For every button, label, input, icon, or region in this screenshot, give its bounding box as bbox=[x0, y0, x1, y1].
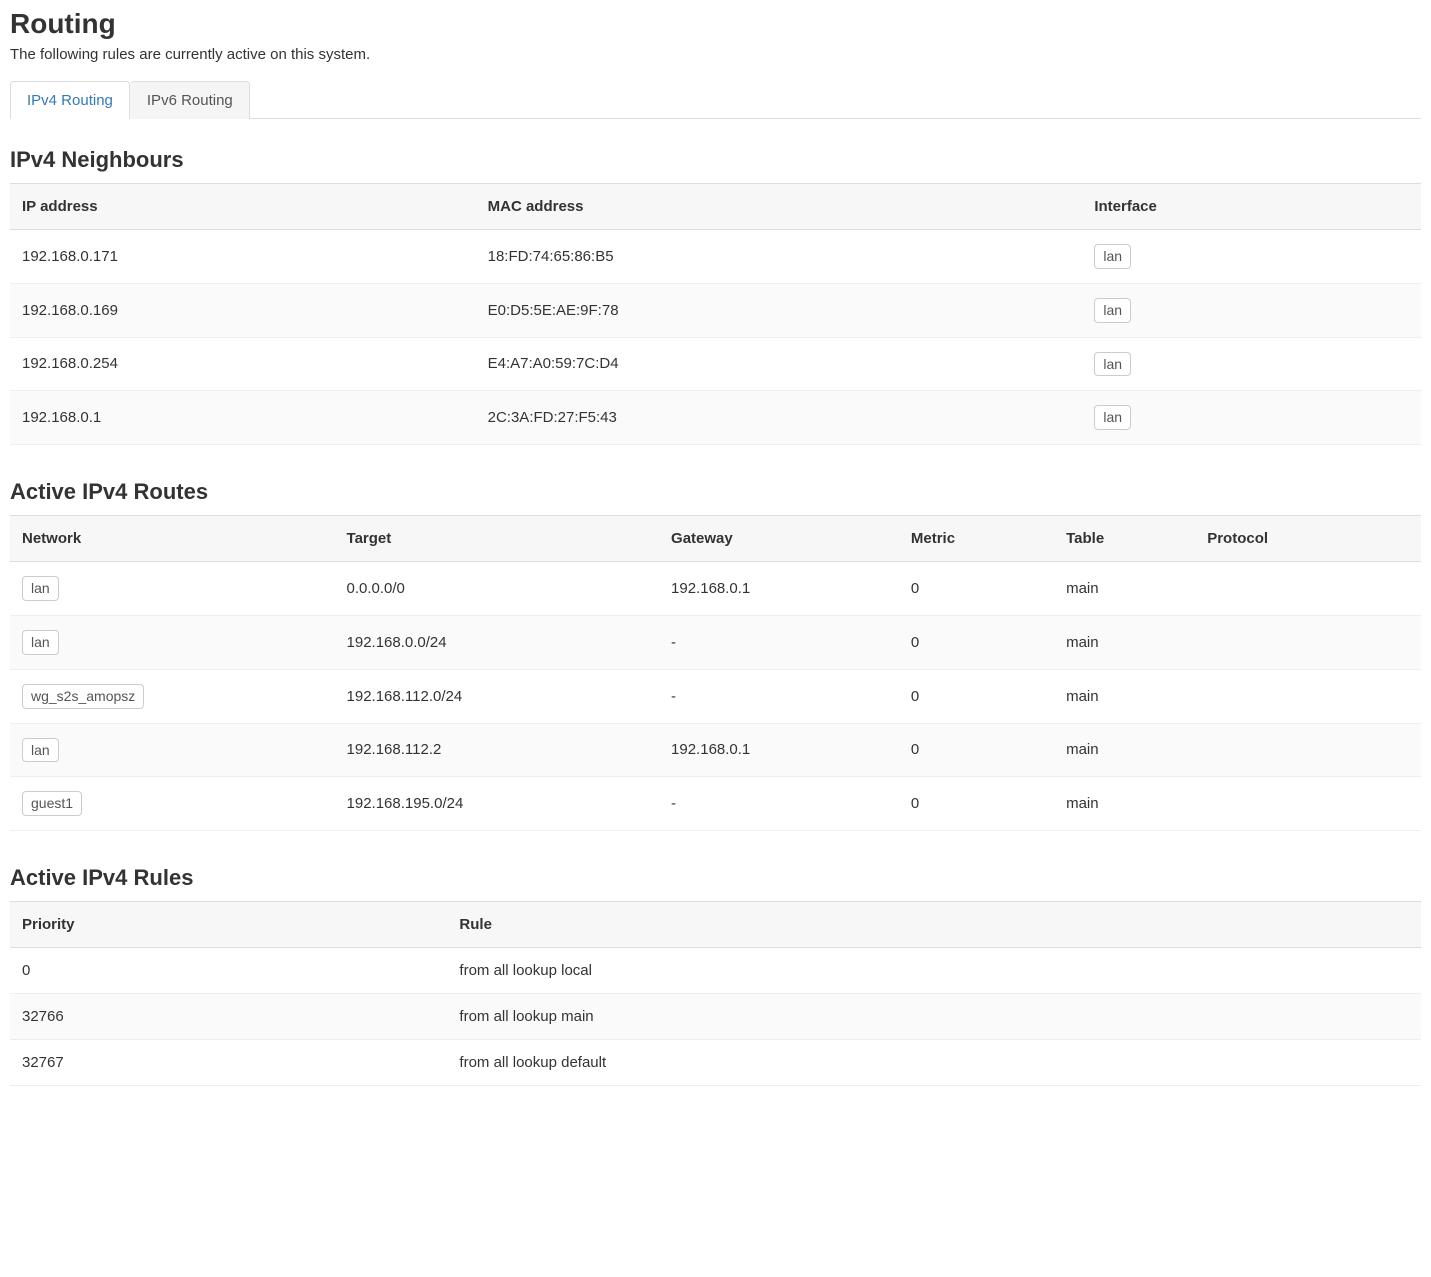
cell-target: 0.0.0.0/0 bbox=[335, 562, 660, 616]
cell-network: lan bbox=[10, 723, 335, 777]
neighbours-title: IPv4 Neighbours bbox=[10, 147, 1421, 173]
col-rule: Rule bbox=[447, 902, 1421, 948]
cell-rule: from all lookup default bbox=[447, 1040, 1421, 1086]
cell-network: lan bbox=[10, 615, 335, 669]
cell-protocol bbox=[1195, 562, 1421, 616]
cell-table: main bbox=[1054, 562, 1195, 616]
cell-priority: 32767 bbox=[10, 1040, 447, 1086]
cell-gateway: - bbox=[659, 669, 899, 723]
cell-mac: 18:FD:74:65:86:B5 bbox=[476, 230, 1083, 284]
cell-target: 192.168.0.0/24 bbox=[335, 615, 660, 669]
interface-badge[interactable]: lan bbox=[1094, 244, 1131, 269]
cell-rule: from all lookup main bbox=[447, 994, 1421, 1040]
network-badge[interactable]: lan bbox=[22, 576, 59, 601]
cell-interface: lan bbox=[1082, 337, 1421, 391]
routes-title: Active IPv4 Routes bbox=[10, 479, 1421, 505]
cell-ip: 192.168.0.1 bbox=[10, 391, 476, 445]
table-row: 0from all lookup local bbox=[10, 948, 1421, 994]
cell-gateway: - bbox=[659, 777, 899, 831]
cell-priority: 0 bbox=[10, 948, 447, 994]
network-badge[interactable]: lan bbox=[22, 738, 59, 763]
cell-interface: lan bbox=[1082, 230, 1421, 284]
routes-table: Network Target Gateway Metric Table Prot… bbox=[10, 515, 1421, 831]
col-gateway: Gateway bbox=[659, 516, 899, 562]
col-table: Table bbox=[1054, 516, 1195, 562]
page-title: Routing bbox=[10, 8, 1421, 40]
cell-mac: 2C:3A:FD:27:F5:43 bbox=[476, 391, 1083, 445]
interface-badge[interactable]: lan bbox=[1094, 405, 1131, 430]
table-row: 192.168.0.12C:3A:FD:27:F5:43 lan bbox=[10, 391, 1421, 445]
table-row: lan 192.168.112.2192.168.0.10main bbox=[10, 723, 1421, 777]
col-priority: Priority bbox=[10, 902, 447, 948]
col-metric: Metric bbox=[899, 516, 1054, 562]
page-description: The following rules are currently active… bbox=[10, 46, 1421, 63]
cell-mac: E0:D5:5E:AE:9F:78 bbox=[476, 283, 1083, 337]
cell-protocol bbox=[1195, 723, 1421, 777]
cell-gateway: 192.168.0.1 bbox=[659, 723, 899, 777]
interface-badge[interactable]: lan bbox=[1094, 352, 1131, 377]
table-row: wg_s2s_amopsz 192.168.112.0/24-0main bbox=[10, 669, 1421, 723]
col-interface: Interface bbox=[1082, 184, 1421, 230]
cell-ip: 192.168.0.171 bbox=[10, 230, 476, 284]
network-badge[interactable]: guest1 bbox=[22, 791, 82, 816]
cell-table: main bbox=[1054, 777, 1195, 831]
table-row: 32766from all lookup main bbox=[10, 994, 1421, 1040]
cell-metric: 0 bbox=[899, 562, 1054, 616]
rules-title: Active IPv4 Rules bbox=[10, 865, 1421, 891]
interface-badge[interactable]: lan bbox=[1094, 298, 1131, 323]
cell-target: 192.168.112.2 bbox=[335, 723, 660, 777]
network-badge[interactable]: wg_s2s_amopsz bbox=[22, 684, 144, 709]
network-badge[interactable]: lan bbox=[22, 630, 59, 655]
table-row: guest1 192.168.195.0/24-0main bbox=[10, 777, 1421, 831]
cell-metric: 0 bbox=[899, 777, 1054, 831]
cell-target: 192.168.112.0/24 bbox=[335, 669, 660, 723]
rules-table: Priority Rule 0from all lookup local3276… bbox=[10, 901, 1421, 1086]
cell-protocol bbox=[1195, 615, 1421, 669]
table-row: lan 0.0.0.0/0192.168.0.10main bbox=[10, 562, 1421, 616]
neighbours-table: IP address MAC address Interface 192.168… bbox=[10, 183, 1421, 445]
cell-network: wg_s2s_amopsz bbox=[10, 669, 335, 723]
cell-rule: from all lookup local bbox=[447, 948, 1421, 994]
cell-gateway: 192.168.0.1 bbox=[659, 562, 899, 616]
col-mac-address: MAC address bbox=[476, 184, 1083, 230]
table-row: 192.168.0.17118:FD:74:65:86:B5 lan bbox=[10, 230, 1421, 284]
cell-table: main bbox=[1054, 723, 1195, 777]
cell-table: main bbox=[1054, 615, 1195, 669]
tab-ipv4-routing[interactable]: IPv4 Routing bbox=[10, 81, 130, 119]
cell-target: 192.168.195.0/24 bbox=[335, 777, 660, 831]
table-row: lan 192.168.0.0/24-0main bbox=[10, 615, 1421, 669]
col-target: Target bbox=[335, 516, 660, 562]
cell-ip: 192.168.0.169 bbox=[10, 283, 476, 337]
cell-interface: lan bbox=[1082, 391, 1421, 445]
cell-network: lan bbox=[10, 562, 335, 616]
table-row: 32767from all lookup default bbox=[10, 1040, 1421, 1086]
cell-network: guest1 bbox=[10, 777, 335, 831]
cell-metric: 0 bbox=[899, 723, 1054, 777]
cell-metric: 0 bbox=[899, 615, 1054, 669]
table-row: 192.168.0.169E0:D5:5E:AE:9F:78 lan bbox=[10, 283, 1421, 337]
cell-interface: lan bbox=[1082, 283, 1421, 337]
cell-ip: 192.168.0.254 bbox=[10, 337, 476, 391]
cell-table: main bbox=[1054, 669, 1195, 723]
cell-priority: 32766 bbox=[10, 994, 447, 1040]
col-ip-address: IP address bbox=[10, 184, 476, 230]
table-row: 192.168.0.254E4:A7:A0:59:7C:D4 lan bbox=[10, 337, 1421, 391]
cell-gateway: - bbox=[659, 615, 899, 669]
col-protocol: Protocol bbox=[1195, 516, 1421, 562]
cell-protocol bbox=[1195, 777, 1421, 831]
tab-bar: IPv4 Routing IPv6 Routing bbox=[10, 81, 1421, 119]
cell-protocol bbox=[1195, 669, 1421, 723]
col-network: Network bbox=[10, 516, 335, 562]
tab-ipv6-routing[interactable]: IPv6 Routing bbox=[130, 81, 250, 119]
cell-mac: E4:A7:A0:59:7C:D4 bbox=[476, 337, 1083, 391]
cell-metric: 0 bbox=[899, 669, 1054, 723]
